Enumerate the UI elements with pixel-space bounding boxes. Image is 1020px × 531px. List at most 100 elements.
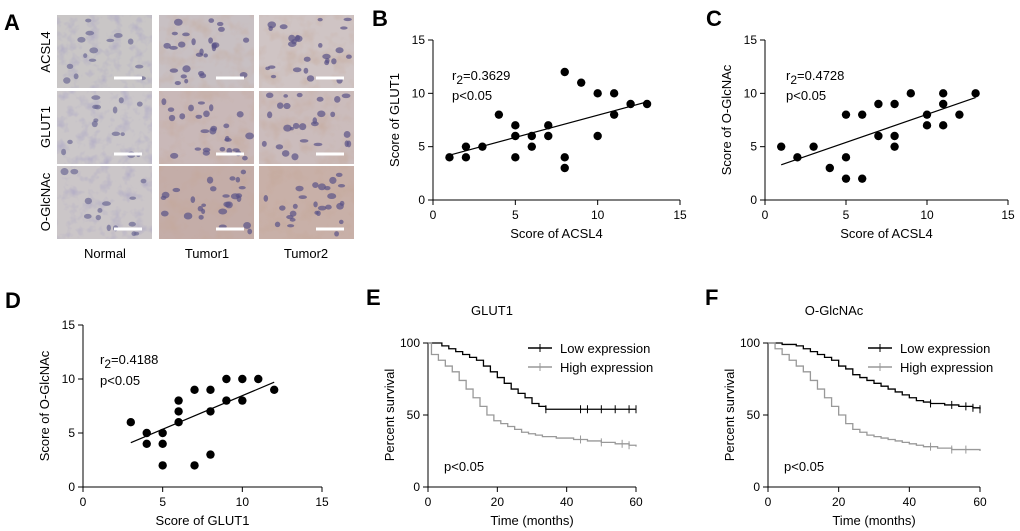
- regression-line: [781, 97, 976, 166]
- y-axis-label: Score of GLUT1: [387, 73, 402, 167]
- data-point: [206, 450, 215, 459]
- data-point: [174, 396, 183, 405]
- y-axis-label: Percent survival: [382, 369, 397, 462]
- histology-acsl4-normal: [57, 15, 152, 88]
- col-label-tumor1: Tumor1: [185, 246, 229, 261]
- cell-nucleus: [310, 121, 319, 127]
- survival-curve-high: [428, 342, 637, 447]
- y-tick-label: 5: [68, 426, 75, 440]
- data-point: [560, 153, 569, 162]
- data-point: [858, 174, 867, 183]
- legend-label: Low expression: [560, 341, 650, 356]
- cell-nucleus: [334, 96, 341, 103]
- chart-c: 0 5 10 15 0 5 10 15 Score of ACSL4 Score of O-Glc…: [719, 33, 1015, 241]
- x-tick-label: 20: [491, 495, 505, 509]
- cell-nucleus: [160, 210, 169, 217]
- cell-nucleus: [170, 152, 179, 159]
- col-label-normal: Normal: [84, 246, 126, 261]
- cell-nucleus: [93, 118, 99, 123]
- data-point: [158, 439, 167, 448]
- y-tick-label: 5: [418, 140, 425, 154]
- panel-label-a: A: [4, 10, 20, 35]
- cell-nucleus: [198, 214, 204, 220]
- cell-nucleus: [188, 104, 194, 112]
- data-point: [793, 153, 802, 162]
- cell-nucleus: [203, 110, 210, 118]
- cell-nucleus: [136, 101, 143, 107]
- cell-nucleus: [317, 17, 323, 22]
- cell-nucleus: [229, 176, 236, 181]
- data-point: [511, 131, 520, 141]
- cell-nucleus: [94, 104, 101, 110]
- cell-nucleus: [281, 150, 290, 157]
- p-value-label: p<0.05: [444, 459, 484, 474]
- chart-d: 0 5 10 15 0 5 10 15 Score of GLUT1 Score of O-Glc…: [37, 318, 329, 528]
- cell-nucleus: [322, 53, 331, 60]
- cell-nucleus: [291, 38, 297, 45]
- data-point: [511, 121, 520, 130]
- cell-nucleus: [331, 58, 337, 65]
- cell-nucleus: [106, 224, 112, 232]
- cell-nucleus: [128, 221, 136, 227]
- y-tick-label: 10: [62, 372, 76, 386]
- data-point: [922, 121, 932, 130]
- data-point: [939, 121, 948, 130]
- histology-texture: [57, 15, 152, 88]
- cell-nucleus: [303, 56, 311, 62]
- cell-nucleus: [306, 75, 315, 82]
- data-point: [270, 385, 279, 394]
- data-point: [527, 131, 536, 141]
- cell-nucleus: [182, 32, 190, 37]
- panel-label-c: C: [706, 6, 722, 31]
- cell-nucleus: [292, 203, 298, 209]
- cell-nucleus: [243, 37, 250, 43]
- y-tick-label: 15: [412, 33, 426, 47]
- legend-label: Low expression: [900, 341, 990, 356]
- cell-nucleus: [346, 54, 352, 59]
- histology-grid: [57, 15, 354, 239]
- data-point: [174, 418, 183, 427]
- data-point: [461, 153, 471, 162]
- x-tick-label: 0: [762, 208, 769, 222]
- cell-nucleus: [73, 73, 79, 80]
- y-tick-label: 50: [407, 408, 421, 422]
- col-label-tumor2: Tumor2: [284, 246, 328, 261]
- x-tick-label: 15: [315, 495, 329, 509]
- data-point: [809, 142, 818, 151]
- cell-nucleus: [341, 93, 351, 99]
- x-tick-label: 0: [425, 495, 432, 509]
- y-tick-label: 50: [747, 408, 761, 422]
- charts: 0 5 10 15 0 5 10 15 Score of ACSL4 Score of GLUT1…: [37, 33, 1015, 528]
- p-value-label: p<0.05: [100, 373, 140, 388]
- cell-nucleus: [83, 53, 88, 59]
- cell-nucleus: [295, 185, 304, 192]
- data-point: [593, 89, 602, 98]
- cell-nucleus: [240, 169, 247, 175]
- data-point: [158, 461, 167, 470]
- data-point: [190, 385, 199, 394]
- x-tick-label: 40: [903, 495, 917, 509]
- x-tick-label: 0: [80, 495, 87, 509]
- y-axis-label: Score of O-GlcNAc: [37, 350, 52, 461]
- y-tick-label: 100: [400, 336, 420, 350]
- p-value-label: p<0.05: [784, 459, 824, 474]
- chart-b: 0 5 10 15 0 5 10 15 Score of ACSL4 Score of GLUT1…: [387, 33, 687, 241]
- data-point: [777, 142, 786, 151]
- cell-nucleus: [265, 92, 274, 98]
- data-point: [222, 374, 231, 384]
- cell-nucleus: [277, 102, 284, 109]
- cell-nucleus: [245, 132, 254, 140]
- cell-nucleus: [312, 182, 319, 189]
- cell-nucleus: [85, 30, 95, 36]
- data-point: [890, 99, 899, 109]
- cell-nucleus: [61, 148, 67, 156]
- r-symbol: r: [100, 352, 105, 367]
- panel-label-e: E: [366, 285, 381, 310]
- cell-nucleus: [179, 113, 186, 120]
- x-axis-label: Score of ACSL4: [510, 226, 603, 241]
- data-point: [593, 131, 602, 141]
- cell-nucleus: [265, 66, 270, 71]
- cell-nucleus: [292, 122, 300, 130]
- data-point: [238, 374, 247, 384]
